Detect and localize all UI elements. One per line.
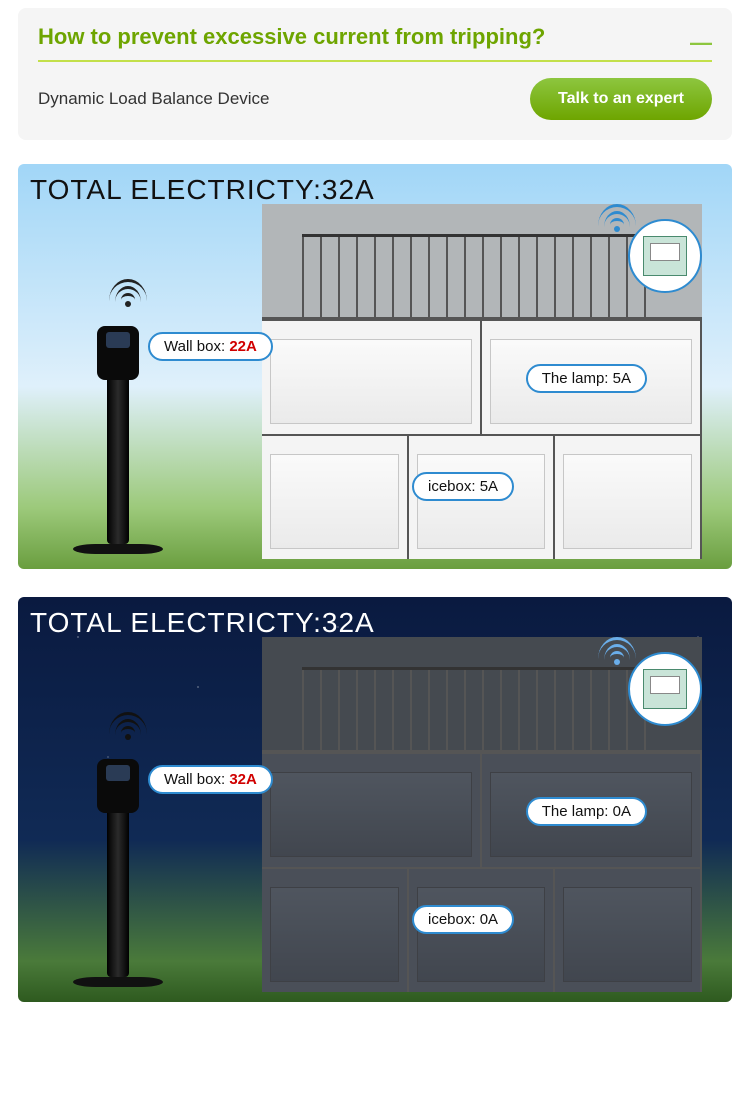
smart-meter-icon — [628, 219, 702, 293]
wifi-icon — [597, 637, 637, 667]
header-card: How to prevent excessive current from tr… — [18, 8, 732, 140]
wifi-icon — [597, 204, 637, 234]
total-electricity-label: TOTAL ELECTRICTY:32A — [30, 174, 375, 206]
lamp-pill: The lamp: 5A — [526, 364, 647, 393]
ev-charger-icon — [73, 759, 163, 987]
collapse-icon[interactable]: — — [690, 30, 712, 56]
icebox-pill: icebox: 0A — [412, 905, 514, 934]
header-row: Dynamic Load Balance Device Talk to an e… — [38, 78, 712, 120]
smart-meter-icon — [628, 652, 702, 726]
wallbox-pill: Wall box: 32A — [148, 765, 273, 794]
wifi-icon — [108, 279, 148, 309]
talk-to-expert-button[interactable]: Talk to an expert — [530, 78, 712, 120]
scene-day: TOTAL ELECTRICTY:32A Wall box: 22A — [18, 164, 732, 569]
header-title: How to prevent excessive current from tr… — [38, 24, 712, 62]
total-electricity-label: TOTAL ELECTRICTY:32A — [30, 607, 375, 639]
lamp-pill: The lamp: 0A — [526, 797, 647, 826]
house-diagram: The lamp: 5A icebox: 5A — [262, 204, 702, 559]
wifi-icon — [108, 712, 148, 742]
house-diagram: The lamp: 0A icebox: 0A — [262, 637, 702, 992]
header-subtitle: Dynamic Load Balance Device — [38, 89, 270, 109]
icebox-pill: icebox: 5A — [412, 472, 514, 501]
wallbox-pill: Wall box: 22A — [148, 332, 273, 361]
scene-night: TOTAL ELECTRICTY:32A Wall box: 32A — [18, 597, 732, 1002]
ev-charger-icon — [73, 326, 163, 554]
